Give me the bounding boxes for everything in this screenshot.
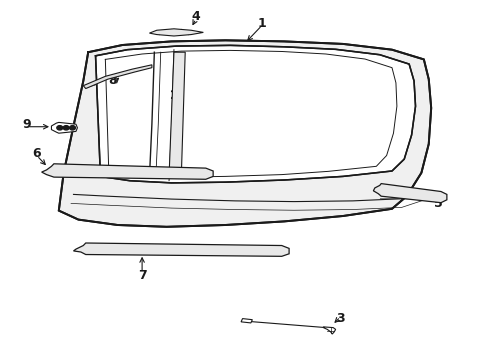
Text: 4: 4 [192, 10, 200, 23]
Text: 6: 6 [32, 147, 41, 159]
Polygon shape [373, 184, 447, 203]
Text: 7: 7 [138, 269, 147, 282]
Polygon shape [149, 29, 203, 36]
Text: 5: 5 [434, 197, 443, 210]
Text: 8: 8 [108, 75, 117, 87]
Polygon shape [74, 243, 289, 256]
Circle shape [63, 126, 69, 130]
Polygon shape [51, 122, 77, 133]
Polygon shape [169, 52, 185, 176]
Text: 9: 9 [23, 118, 31, 131]
Text: 3: 3 [336, 312, 345, 325]
Circle shape [70, 126, 75, 130]
Circle shape [57, 126, 63, 130]
Polygon shape [42, 164, 213, 179]
Polygon shape [83, 65, 152, 89]
Polygon shape [59, 40, 431, 227]
Text: 1: 1 [258, 17, 267, 30]
Polygon shape [323, 327, 336, 334]
Polygon shape [96, 45, 416, 183]
Text: 2: 2 [170, 89, 178, 102]
Polygon shape [241, 319, 252, 323]
